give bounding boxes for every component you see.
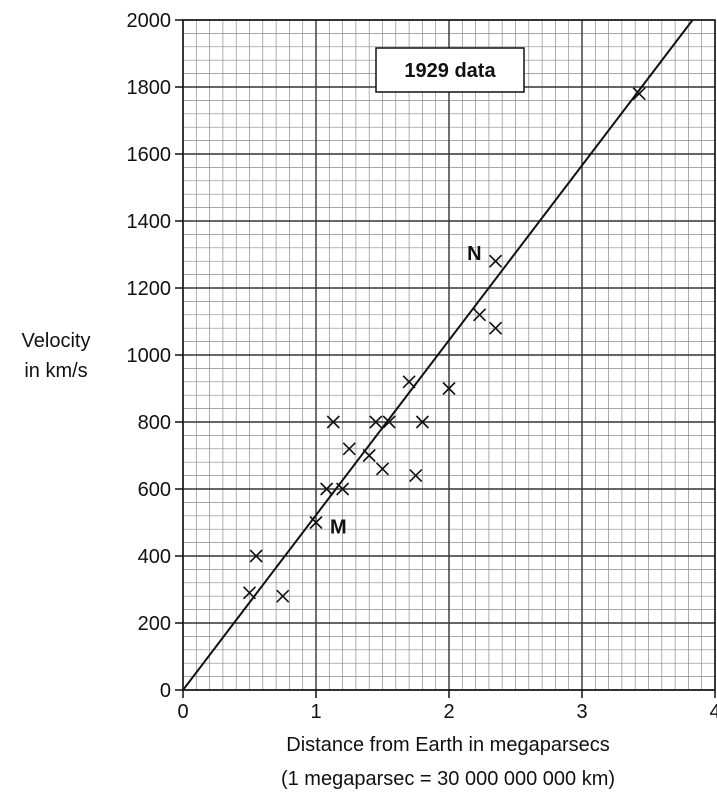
data-point [362, 448, 376, 463]
data-point [276, 589, 290, 603]
x-tick-label: 2 [443, 701, 454, 723]
data-point [473, 308, 487, 322]
y-tick-label: 1200 [127, 278, 172, 300]
y-axis-title-line1: Velocity [22, 330, 91, 352]
y-tick-label: 2000 [127, 10, 172, 32]
title-box: 1929 data [375, 47, 525, 93]
y-tick-label: 600 [138, 479, 171, 501]
x-tick-label: 0 [177, 701, 188, 723]
x-tick-label: 3 [576, 701, 587, 723]
data-point [336, 482, 350, 496]
data-point [415, 415, 429, 429]
data-point [488, 254, 503, 268]
data-point [342, 442, 356, 456]
data-point [382, 415, 396, 429]
data-point [442, 381, 456, 396]
y-tick-label: 400 [138, 546, 171, 568]
data-points: MN [242, 87, 646, 603]
y-tick-label: 1800 [127, 77, 172, 99]
x-tick-label: 4 [709, 701, 717, 723]
x-axis-title: Distance from Earth in megaparsecs [286, 734, 609, 756]
data-point [320, 482, 334, 496]
y-tick-label: 1000 [127, 345, 172, 367]
y-tick-label: 1600 [127, 144, 172, 166]
point-label-m: M [330, 517, 347, 539]
data-point [488, 321, 503, 335]
data-point [369, 415, 383, 429]
data-point [632, 87, 646, 101]
data-point [242, 586, 257, 600]
x-axis-note: (1 megaparsec = 30 000 000 000 km) [281, 768, 615, 790]
y-axis-ticks: 0 200 400 600 800 1000 1200 1400 1600 1800 2000 [127, 10, 183, 702]
data-point [375, 462, 390, 476]
y-tick-label: 200 [138, 613, 171, 635]
point-label-n: N [467, 243, 481, 265]
x-tick-label: 1 [310, 701, 321, 723]
chart-title: 1929 data [404, 60, 496, 82]
best-fit-line [183, 20, 694, 690]
data-point [309, 515, 323, 530]
y-tick-label: 1400 [127, 211, 172, 233]
data-point [326, 415, 340, 429]
y-axis-title-line2: in km/s [24, 360, 87, 382]
data-point [409, 469, 423, 483]
y-tick-label: 0 [160, 680, 171, 702]
data-point [249, 549, 263, 563]
data-point [402, 375, 416, 389]
y-tick-label: 800 [138, 412, 171, 434]
x-axis-ticks: 0 1 2 3 4 [177, 690, 717, 723]
